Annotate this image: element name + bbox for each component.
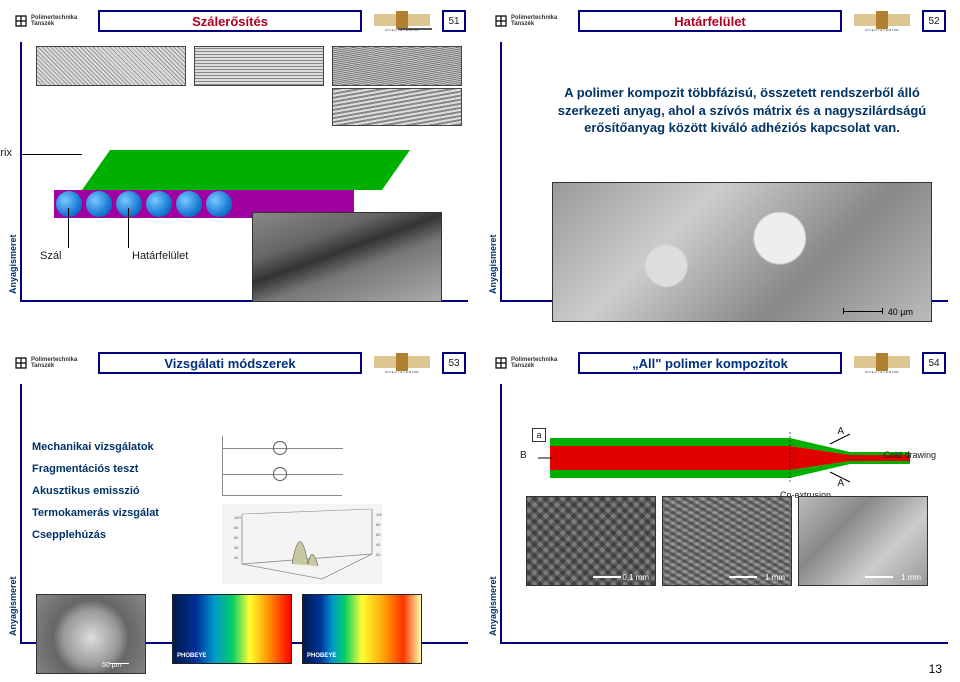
list-item: Termokamerás vizsgálat xyxy=(32,502,159,524)
side-label: Anyagismeret xyxy=(488,234,498,294)
svg-text:M Ű E G Y E T E M 1782: M Ű E G Y E T E M 1782 xyxy=(385,27,419,32)
svg-text:20: 20 xyxy=(376,552,381,557)
sem-image-1 xyxy=(36,46,186,86)
slide-title: Vizsgálati módszerek xyxy=(98,352,362,374)
slide-title: „All" polimer kompozitok xyxy=(578,352,842,374)
svg-text:100: 100 xyxy=(376,512,382,517)
scale-label: 0,1 mm xyxy=(622,573,649,582)
sem-image-interface xyxy=(252,212,442,302)
slide-54: PolimertechnikaTanszék „All" polimer kom… xyxy=(490,350,950,650)
method-list: Mechanikai vizsgálatok Fragmentációs tes… xyxy=(32,436,159,546)
sem-image-fibers: 40 µm xyxy=(552,182,932,322)
list-item: Akusztikus emisszió xyxy=(32,480,159,502)
fiber-2 xyxy=(86,191,112,217)
list-item: Mechanikai vizsgálatok xyxy=(32,436,159,458)
sem-image-2 xyxy=(194,46,324,86)
page-number-box: 52 xyxy=(922,10,946,32)
panel-label-a: a xyxy=(532,428,546,442)
dept-logo: PolimertechnikaTanszék xyxy=(494,9,572,33)
thermal-image-1: PHOBEYE xyxy=(172,594,292,664)
scale-label: 1 mm xyxy=(901,573,921,582)
sem-image-4 xyxy=(332,88,462,126)
szal-label: Szál xyxy=(40,250,61,262)
scale-line xyxy=(865,576,893,578)
composite-top xyxy=(82,150,410,190)
svg-text:80: 80 xyxy=(234,525,239,530)
svg-text:40: 40 xyxy=(376,542,381,547)
lead-hatar xyxy=(128,208,129,248)
scale-line xyxy=(729,576,757,578)
sem-weave-a: 0,1 mm xyxy=(526,496,656,586)
sem-image-3 xyxy=(332,46,462,86)
uni-logo: M Ű E G Y E T E M 1782 xyxy=(368,351,436,375)
fiber-6 xyxy=(206,191,232,217)
svg-text:20: 20 xyxy=(234,555,239,560)
slide-52: PolimertechnikaTanszék Határfelület M Ű … xyxy=(490,8,950,308)
fiber-1 xyxy=(56,191,82,217)
droplet-scale: 50 µm xyxy=(102,662,122,669)
dept-logo: PolimertechnikaTanszék xyxy=(494,351,572,375)
sem-droplet xyxy=(36,594,146,674)
fiber-3 xyxy=(116,191,142,217)
lead-szal xyxy=(68,208,69,248)
content-frame: Anyagismeret Mechanikai vizsgálatok Frag… xyxy=(20,384,468,644)
side-label: Anyagismeret xyxy=(8,576,18,636)
body-text: A polimer kompozit többfázisú, összetett… xyxy=(542,84,942,137)
slide-53: PolimertechnikaTanszék Vizsgálati módsze… xyxy=(10,350,470,650)
uni-logo: M Ű E G Y E T E M 1782 xyxy=(848,9,916,33)
label-A-top: A xyxy=(837,426,844,437)
slide-header: PolimertechnikaTanszék Vizsgálati módsze… xyxy=(10,350,470,376)
svg-text:M Ű E G Y E T E M 1782: M Ű E G Y E T E M 1782 xyxy=(865,369,899,374)
ae-3d-plot: 100 80 60 40 20 100 80 60 40 20 xyxy=(222,504,382,584)
fragmentation-diagram xyxy=(222,436,342,496)
svg-text:100: 100 xyxy=(234,515,241,520)
svg-text:40: 40 xyxy=(234,545,239,550)
slide-header: PolimertechnikaTanszék Szálerősítés M Ű … xyxy=(10,8,470,34)
cold-drawing-label: Cold drawing xyxy=(883,450,936,460)
svg-text:80: 80 xyxy=(376,522,381,527)
sem-weave-b: 1 mm xyxy=(662,496,792,586)
uni-logo: M Ű E G Y E T E M 1782 xyxy=(368,9,436,33)
slide-51: PolimertechnikaTanszék Szálerősítés M Ű … xyxy=(10,8,470,308)
fiber-4 xyxy=(146,191,172,217)
content-frame: Anyagismeret A polimer kompozit többfázi… xyxy=(500,42,948,302)
scale-line xyxy=(593,576,621,578)
dept-line2: Tanszék xyxy=(31,21,54,27)
svg-text:60: 60 xyxy=(234,535,239,540)
slide-title: Határfelület xyxy=(578,10,842,32)
scale-line xyxy=(843,311,883,312)
content-frame: Anyagismeret a A A B Cold drawing Co-ext… xyxy=(500,384,948,644)
dept-logo: PolimertechnikaTanszék xyxy=(14,9,92,33)
scale-label: 1 mm xyxy=(765,573,785,582)
label-B: B xyxy=(520,450,527,461)
content-frame: Anyagismeret Mátrix Szál Határfelület xyxy=(20,42,468,302)
svg-text:M Ű E G Y E T E M 1782: M Ű E G Y E T E M 1782 xyxy=(865,27,899,32)
coextrusion-diagram: a A A B Cold drawing Co-extrusion xyxy=(530,428,910,488)
list-item: Fragmentációs teszt xyxy=(32,458,159,480)
svg-text:M Ű E G Y E T E M 1782: M Ű E G Y E T E M 1782 xyxy=(385,369,419,374)
matrix-label: Mátrix xyxy=(0,147,12,159)
lead-line-matrix xyxy=(22,154,82,155)
page-number-box: 53 xyxy=(442,352,466,374)
dept-line1: Polimertechnika xyxy=(31,15,77,21)
fiber-5 xyxy=(176,191,202,217)
scale-label: 40 µm xyxy=(888,307,913,317)
dept-logo: PolimertechnikaTanszék xyxy=(14,351,92,375)
side-label: Anyagismeret xyxy=(8,234,18,294)
slide-header: PolimertechnikaTanszék „All" polimer kom… xyxy=(490,350,950,376)
thermal-image-2: PHOBEYE xyxy=(302,594,422,664)
uni-logo: M Ű E G Y E T E M 1782 xyxy=(848,351,916,375)
hatar-label: Határfelület xyxy=(132,250,188,262)
svg-text:60: 60 xyxy=(376,532,381,537)
handout-page-number: 13 xyxy=(929,662,942,676)
page-number-box: 54 xyxy=(922,352,946,374)
list-item: Csepplehúzás xyxy=(32,524,159,546)
label-A-bottom: A xyxy=(837,478,844,489)
slide-header: PolimertechnikaTanszék Határfelület M Ű … xyxy=(490,8,950,34)
page-number-box: 51 xyxy=(442,10,466,32)
side-label: Anyagismeret xyxy=(488,576,498,636)
sem-surface-c: 1 mm xyxy=(798,496,928,586)
slide-title: Szálerősítés xyxy=(98,10,362,32)
